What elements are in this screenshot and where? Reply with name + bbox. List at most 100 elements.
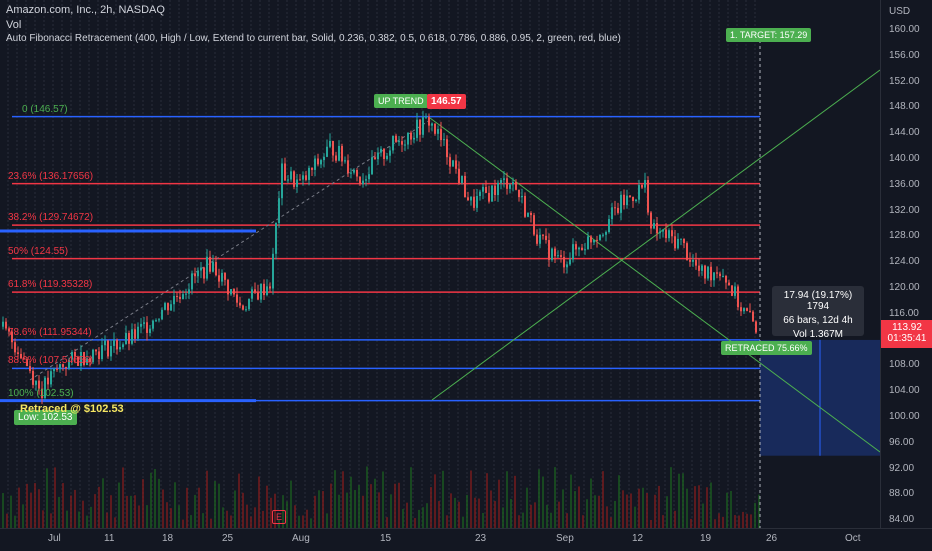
candle-body [296,179,298,187]
indicator-legend[interactable]: Auto Fibonacci Retracement (400, High / … [6,33,621,44]
candle-body [608,219,610,233]
candle-body [413,137,415,140]
volume-bar [574,490,576,528]
volume-bar [434,474,436,528]
candle-body [251,289,253,299]
volume-bar [410,467,412,528]
chart-area[interactable]: Amazon.com, Inc., 2h, NASDAQ Vol Auto Fi… [0,0,881,528]
volume-bar [446,515,448,528]
volume-bar [510,498,512,528]
volume-bar [614,500,616,528]
candle-body [419,119,421,135]
volume-bar [746,513,748,528]
candle-body [215,262,217,276]
candle-body [365,179,367,181]
volume-bar [606,506,608,528]
candle-body [542,234,544,236]
candle-body [50,371,52,385]
candle-body [686,243,688,260]
candle-body [464,175,466,198]
up-trend-tag: UP TREND [374,94,428,108]
candle-body [62,364,64,367]
candle-body [428,116,430,126]
volume-bar [30,492,32,528]
volume-bar [482,513,484,528]
volume-bar [470,470,472,528]
volume-bar [106,512,108,528]
candle-body [596,239,598,241]
candle-body [338,145,340,161]
volume-bar [94,494,96,528]
volume-bar [170,508,172,528]
candle-body [554,248,556,257]
time-tick-label: Sep [556,533,574,544]
volume-bar [426,503,428,528]
candle-body [563,256,565,268]
volume-bar [214,481,216,528]
candle-body [485,186,487,193]
price-tick-label: 148.00 [889,101,920,113]
volume-bar [678,473,680,528]
price-tick-label: 156.00 [889,49,920,61]
volume-bar [466,494,468,528]
volume-bar [130,495,132,528]
trend-line-down [429,117,881,453]
volume-bar [550,512,552,528]
price-tick-label: 136.00 [889,178,920,190]
volume-bar [498,479,500,528]
candle-body [266,286,268,296]
volume-bar [290,480,292,528]
fib-level-label: 50% (124.55) [8,245,69,257]
candle-body [407,132,409,145]
price-tick-label: 124.00 [889,256,920,268]
candle-body [71,351,73,360]
earnings-icon[interactable]: E [272,510,286,524]
price-tick-label: 88.00 [889,488,915,500]
time-axis[interactable]: Jul 11 18 25 Aug 15 23 Sep 12 19 26 Oct [0,528,932,551]
candle-body [137,326,139,339]
price-chart[interactable] [0,0,881,528]
candle-body [569,259,571,265]
candle-body [740,307,742,312]
candle-body [713,272,715,281]
price-tick-label: 160.00 [889,24,920,35]
candle-body [533,215,535,235]
volume-bar [714,519,716,528]
fib-level-label: 78.6% (111.95344) [8,326,92,338]
volume-bar [430,487,432,528]
volume-bar [10,495,12,528]
volume-bar [750,514,752,528]
candle-body [509,184,511,189]
symbol-legend[interactable]: Amazon.com, Inc., 2h, NASDAQ [6,4,165,16]
volume-bar [234,490,236,528]
candle-body [278,198,280,224]
candle-body [152,320,154,329]
candle-body [716,272,718,274]
candle-body [47,377,49,385]
candle-body [272,253,274,289]
volume-bar [86,515,88,528]
volume-bar [6,513,8,528]
candle-body [131,329,133,344]
volume-bar [486,473,488,528]
candle-body [722,276,724,278]
volume-bar [502,507,504,528]
candle-body [119,347,121,350]
price-tick-label: 104.00 [889,385,920,397]
volume-bar [726,492,728,528]
volume-legend[interactable]: Vol [6,19,22,31]
candle-body [422,117,424,135]
fib-diagonal [29,119,431,381]
candle-body [593,239,595,243]
volume-bar [206,470,208,528]
candle-body [386,155,388,159]
candle-body [374,157,376,160]
candle-body [263,283,265,296]
price-axis[interactable]: USD 160.00 156.00 152.00 148.00 144.00 140.00… [880,0,932,528]
volume-bar [566,513,568,528]
candle-body [242,305,244,310]
candle-body [5,321,7,329]
volume-bar [742,511,744,528]
volume-bar [46,468,48,528]
candle-body [644,180,646,188]
